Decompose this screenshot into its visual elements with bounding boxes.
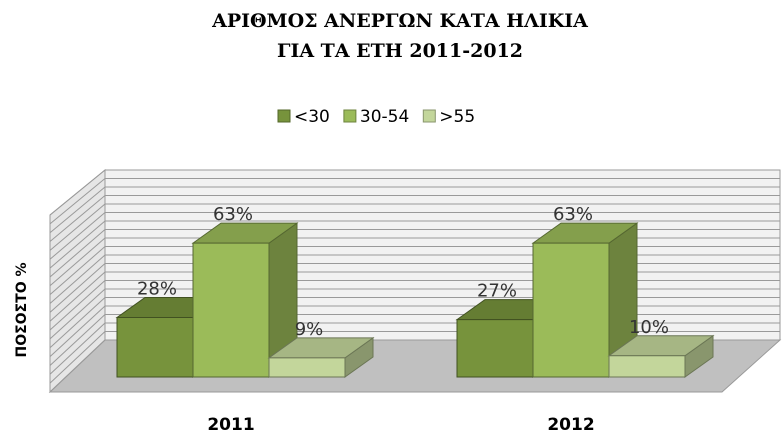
grid-line [49, 263, 106, 313]
y-axis-label: ΠΟΣΟΣΤΟ % [14, 263, 30, 358]
legend-label: <30 [294, 107, 330, 127]
legend-label: 30-54 [360, 107, 409, 127]
bar-front [532, 242, 610, 378]
legend-swatch [277, 109, 291, 123]
bar [267, 336, 375, 378]
legend-swatch [343, 109, 357, 123]
data-label: 9% [295, 319, 324, 340]
data-label: 63% [553, 204, 593, 225]
grid-line [49, 331, 106, 384]
grid-line [49, 195, 106, 242]
grid-line [49, 314, 106, 366]
x-tick-label: 2012 [547, 415, 594, 435]
grid-line [49, 246, 106, 296]
bar [607, 334, 715, 378]
grid-line [49, 229, 106, 278]
data-label: 27% [477, 281, 517, 302]
grid-line [49, 297, 106, 349]
bar-front [608, 355, 686, 378]
grid-line [49, 288, 106, 340]
grid-line [49, 339, 106, 393]
grid-line [49, 305, 106, 357]
grid-line [49, 220, 106, 269]
bar-front [116, 317, 194, 378]
x-tick-label: 2011 [207, 415, 254, 435]
legend-swatch [422, 109, 436, 123]
data-label: 10% [629, 317, 669, 338]
bar-front [456, 319, 534, 378]
data-label: 63% [213, 204, 253, 225]
grid-line [49, 280, 106, 331]
data-label: 28% [137, 279, 177, 300]
grid-line [49, 271, 106, 322]
grid-line [49, 178, 106, 225]
bar-front [268, 357, 346, 378]
grid-line [49, 237, 106, 287]
grid-line [49, 212, 106, 260]
bar-front [192, 242, 270, 378]
legend-label: >55 [439, 107, 475, 127]
bar [191, 222, 299, 378]
chart-title: ΑΡΙΘΜΟΣ ΑΝΕΡΓΩΝ ΚΑΤΑ ΗΛΙΚΙΑ [211, 10, 588, 32]
grid-line [49, 254, 106, 304]
grid-line [49, 186, 106, 234]
grid-line [49, 322, 106, 375]
bar [531, 222, 639, 378]
grid-line [49, 169, 106, 216]
grid-line [49, 203, 106, 251]
chart-title: ΓΙΑ ΤΑ ΕΤΗ 2011-2012 [277, 40, 523, 62]
